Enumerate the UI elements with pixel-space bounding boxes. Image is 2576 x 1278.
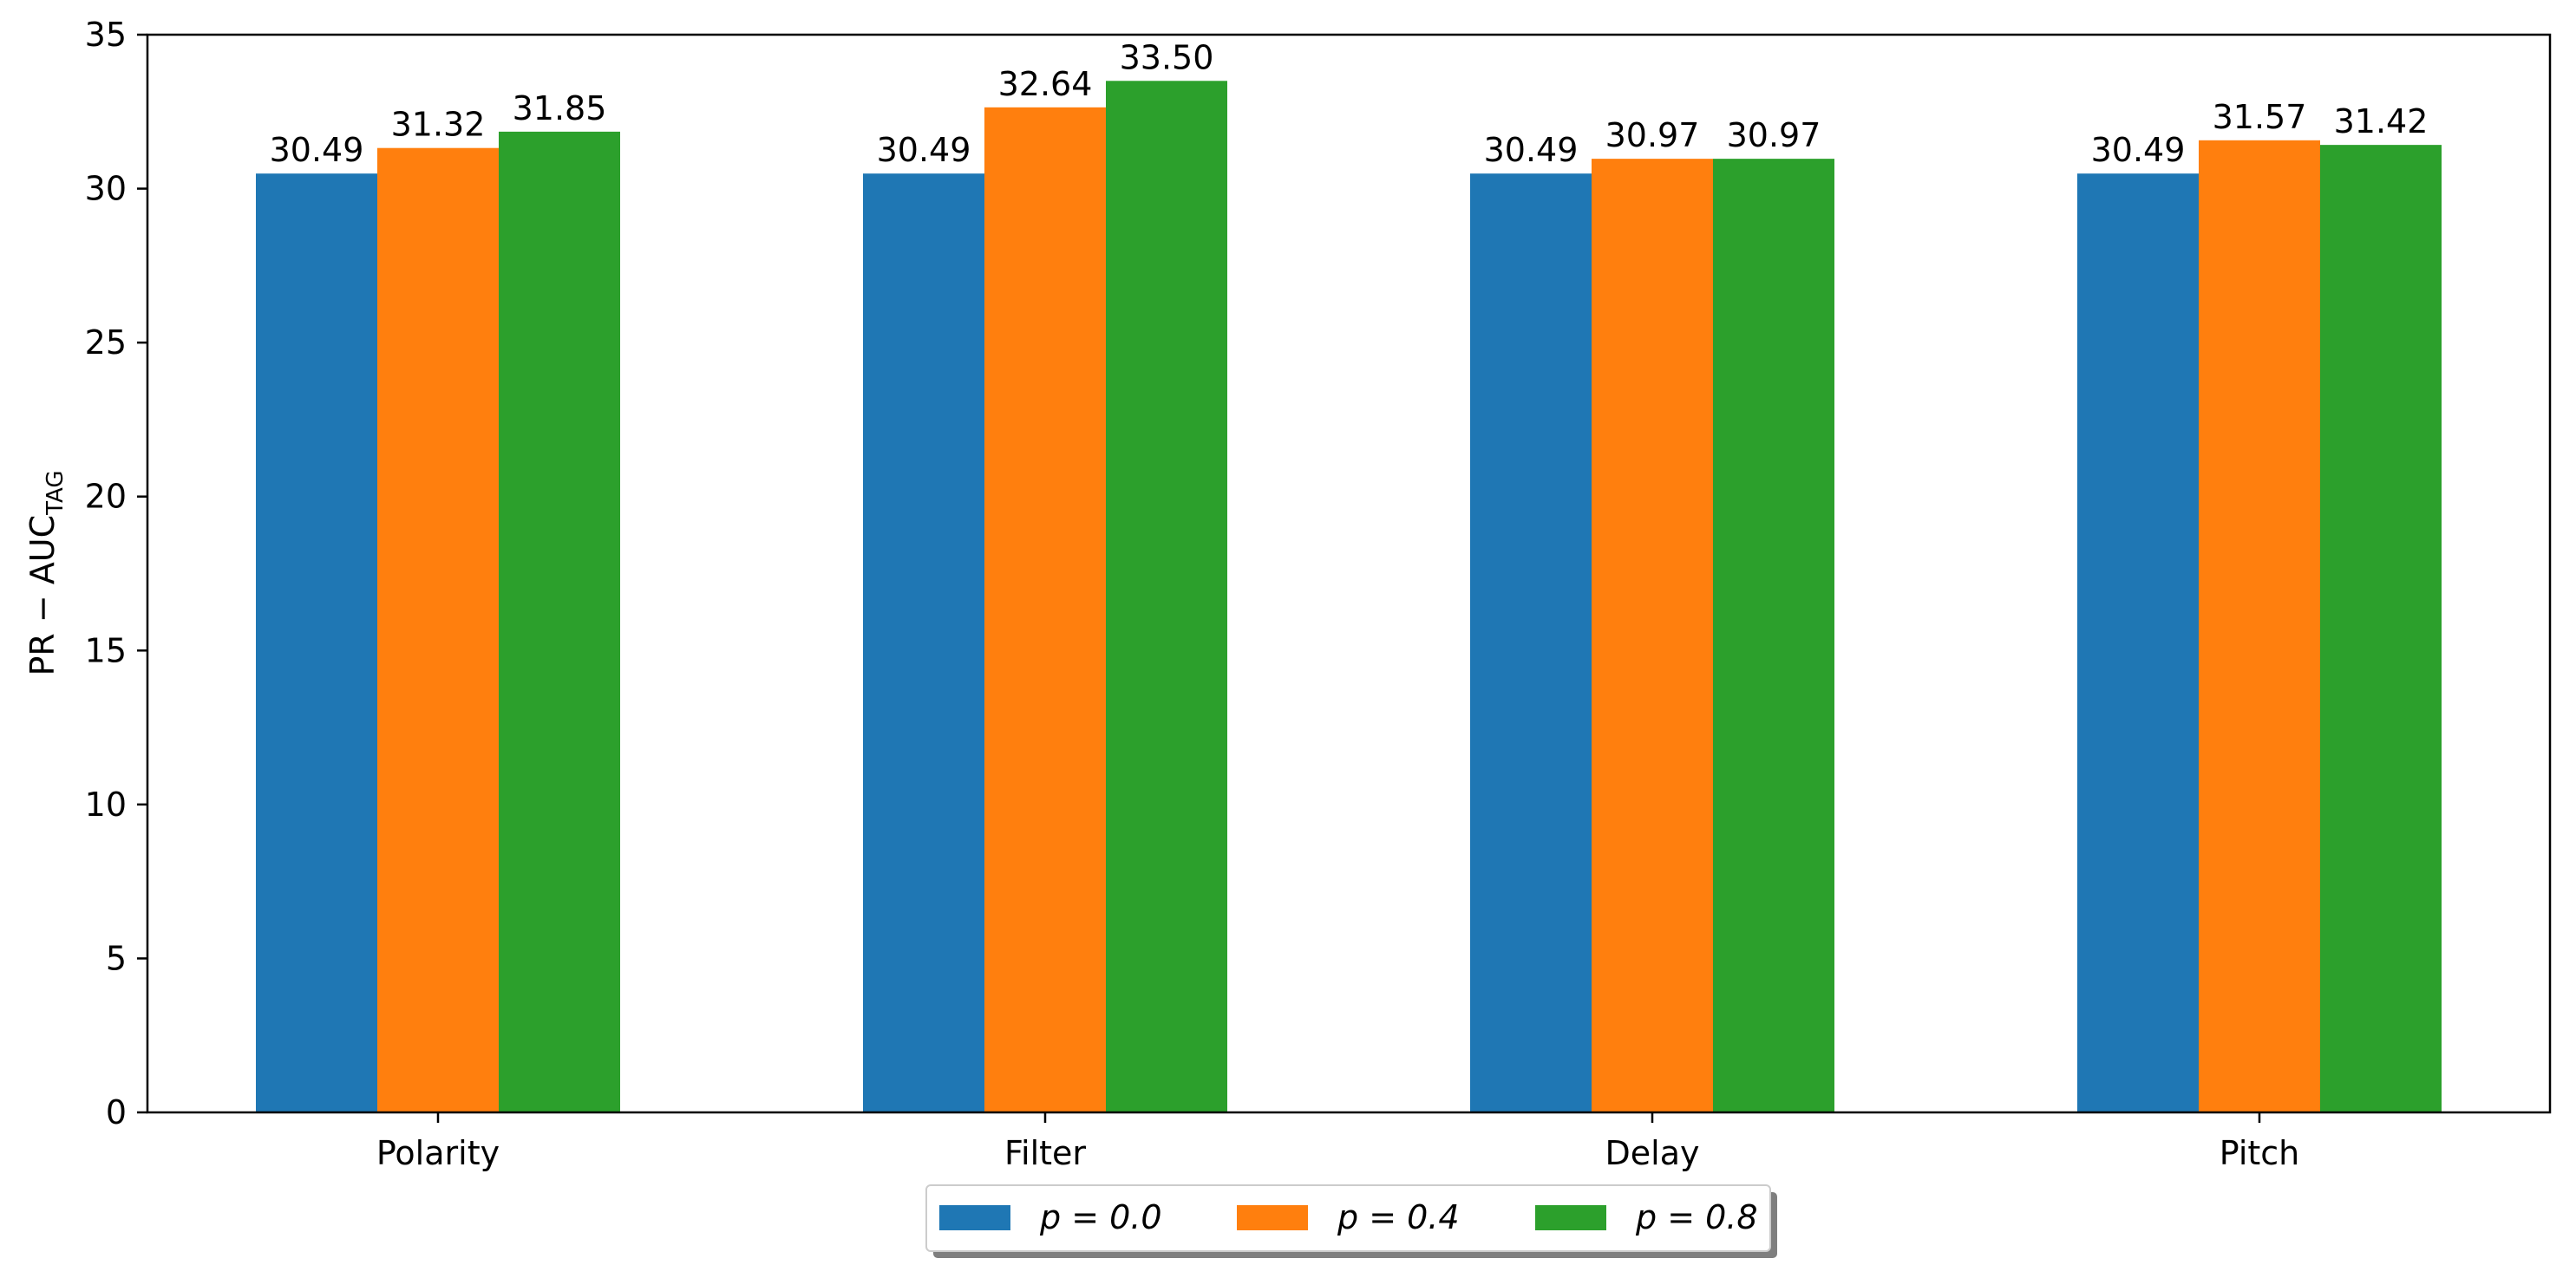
bar-pitch-series-1 xyxy=(2199,140,2320,1113)
y-tick-label: 0 xyxy=(106,1093,127,1131)
bar-value-label: 31.57 xyxy=(2213,98,2307,136)
bar-pitch-series-2 xyxy=(2320,145,2442,1113)
x-tick-label: Pitch xyxy=(2220,1134,2300,1172)
bars-layer xyxy=(256,81,2442,1113)
x-tick-label: Delay xyxy=(1605,1134,1700,1172)
bar-delay-series-2 xyxy=(1713,159,1834,1113)
bar-value-label: 31.85 xyxy=(513,89,607,127)
bar-value-label: 33.50 xyxy=(1120,38,1214,76)
legend-swatch xyxy=(1535,1205,1606,1230)
axes-frame xyxy=(146,33,2552,1114)
bar-value-label: 31.42 xyxy=(2334,102,2429,140)
bar-polarity-series-0 xyxy=(256,173,377,1112)
legend-swatch xyxy=(939,1205,1010,1230)
bar-polarity-series-2 xyxy=(499,131,620,1112)
x-tick-label: Polarity xyxy=(376,1134,500,1172)
bar-value-label: 30.49 xyxy=(2091,131,2186,169)
y-tick-label: 30 xyxy=(85,170,127,208)
bar-value-label: 30.97 xyxy=(1605,116,1700,154)
y-tick-label: 25 xyxy=(85,323,127,362)
y-axis-title-main: PR − AUC xyxy=(23,515,62,676)
x-axis-ticks: Polarity Filter Delay Pitch xyxy=(376,1112,2299,1172)
legend-label: p = 0.8 xyxy=(1635,1198,1758,1236)
x-tick-label: Filter xyxy=(1004,1134,1086,1172)
bar-value-label: 30.97 xyxy=(1727,116,1821,154)
bar-polarity-series-1 xyxy=(377,147,499,1112)
bar-value-label: 30.49 xyxy=(877,131,971,169)
legend-box xyxy=(925,1184,1771,1252)
legend-label: p = 0.0 xyxy=(1039,1198,1162,1236)
bar-filter-series-1 xyxy=(984,107,1106,1112)
y-tick-label: 35 xyxy=(85,16,127,54)
bar-value-label: 30.49 xyxy=(1484,131,1579,169)
bar-pitch-series-0 xyxy=(2077,173,2199,1112)
legend-swatch xyxy=(1237,1205,1308,1230)
y-tick-label: 20 xyxy=(85,478,127,516)
y-axis-ticks: 0 5 10 15 20 25 30 35 xyxy=(85,16,147,1131)
y-axis-title-subscript: TAG xyxy=(42,470,69,515)
y-tick-label: 10 xyxy=(85,786,127,824)
y-tick-label: 15 xyxy=(85,631,127,669)
bar-value-label: 31.32 xyxy=(391,106,486,144)
bar-value-label: 30.49 xyxy=(270,131,364,169)
legend: p = 0.0 p = 0.4 p = 0.8 xyxy=(925,1184,1777,1258)
legend-items: p = 0.0 p = 0.4 p = 0.8 xyxy=(939,1198,1758,1236)
bar-value-labels: 30.49 30.49 30.49 30.49 31.32 32.64 30.97 31.57… xyxy=(270,38,2429,169)
bar-value-label: 32.64 xyxy=(998,65,1093,103)
bar-delay-series-1 xyxy=(1592,159,1713,1113)
y-tick-label: 5 xyxy=(106,939,127,977)
legend-label: p = 0.4 xyxy=(1337,1198,1460,1236)
bar-filter-series-2 xyxy=(1106,81,1227,1112)
y-axis-title: PR − AUCTAG xyxy=(23,470,69,675)
bar-delay-series-0 xyxy=(1470,173,1592,1112)
bar-filter-series-0 xyxy=(863,173,984,1112)
